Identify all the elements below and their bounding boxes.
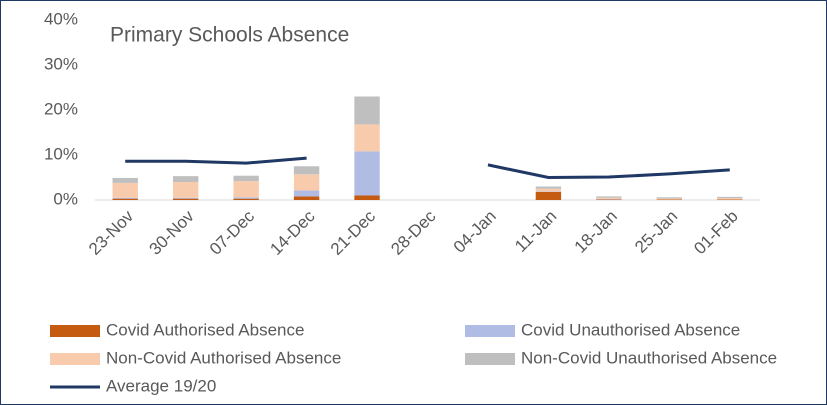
legend-label: Covid Unauthorised Absence [521, 320, 740, 339]
bar-segment [717, 198, 743, 200]
bar-segment [233, 197, 259, 199]
x-tick-label: 30-Nov [145, 206, 198, 259]
legend-label: Covid Authorised Absence [106, 320, 304, 339]
bar-segment [172, 176, 199, 182]
bar-segment [172, 182, 199, 198]
bar-segment [656, 198, 683, 200]
bar-segment [293, 196, 320, 200]
bar-segment [354, 96, 380, 125]
x-tick-label: 23-Nov [85, 206, 138, 259]
y-tick-label: 0% [53, 189, 78, 208]
bar-segment [233, 198, 259, 200]
legend-swatch [465, 353, 515, 365]
bar-segment [535, 188, 562, 192]
bar-segment [112, 177, 138, 183]
x-tick-label: 25-Jan [631, 207, 681, 257]
bar-segment [596, 196, 622, 198]
x-tick-label: 01-Feb [690, 207, 742, 259]
bar-segment [596, 197, 622, 200]
x-tick-label: 21-Dec [327, 206, 380, 259]
bar-segment [293, 190, 320, 197]
bar-segment [354, 195, 380, 200]
x-tick-label: 04-Jan [450, 207, 500, 257]
bar-segment [233, 181, 259, 198]
legend-swatch [50, 325, 100, 337]
y-tick-label: 30% [44, 54, 78, 73]
legend-swatch [50, 353, 100, 365]
bar-segment [112, 198, 138, 200]
x-tick-label: 28-Dec [387, 206, 440, 259]
bar-segment [717, 196, 743, 199]
bar-segment [354, 151, 380, 196]
bar-segment [112, 182, 138, 198]
legend-swatch [465, 325, 515, 337]
bar-segment [293, 174, 320, 191]
bar-segment [172, 197, 199, 199]
bar-segment [354, 124, 380, 152]
y-tick-label: 40% [44, 9, 78, 28]
legend-label: Average 19/20 [106, 376, 216, 395]
bar-segment [293, 166, 320, 175]
legend-label: Non-Covid Authorised Absence [106, 348, 341, 367]
x-tick-label: 14-Dec [266, 206, 319, 259]
y-tick-label: 20% [44, 99, 78, 118]
x-tick-label: 07-Dec [206, 206, 259, 259]
line-series [125, 156, 730, 180]
bar-segment [112, 197, 138, 199]
bar-segment [233, 175, 259, 182]
x-tick-label: 18-Jan [571, 207, 621, 257]
chart-title: Primary Schools Absence [110, 24, 349, 47]
bar-segment [172, 198, 199, 200]
y-tick-label: 10% [44, 144, 78, 163]
legend-label: Non-Covid Unauthorised Absence [521, 348, 777, 367]
x-tick-label: 11-Jan [511, 207, 560, 256]
bar-segment [535, 186, 562, 189]
bar-segment [656, 197, 683, 199]
bar-segment [535, 191, 562, 200]
